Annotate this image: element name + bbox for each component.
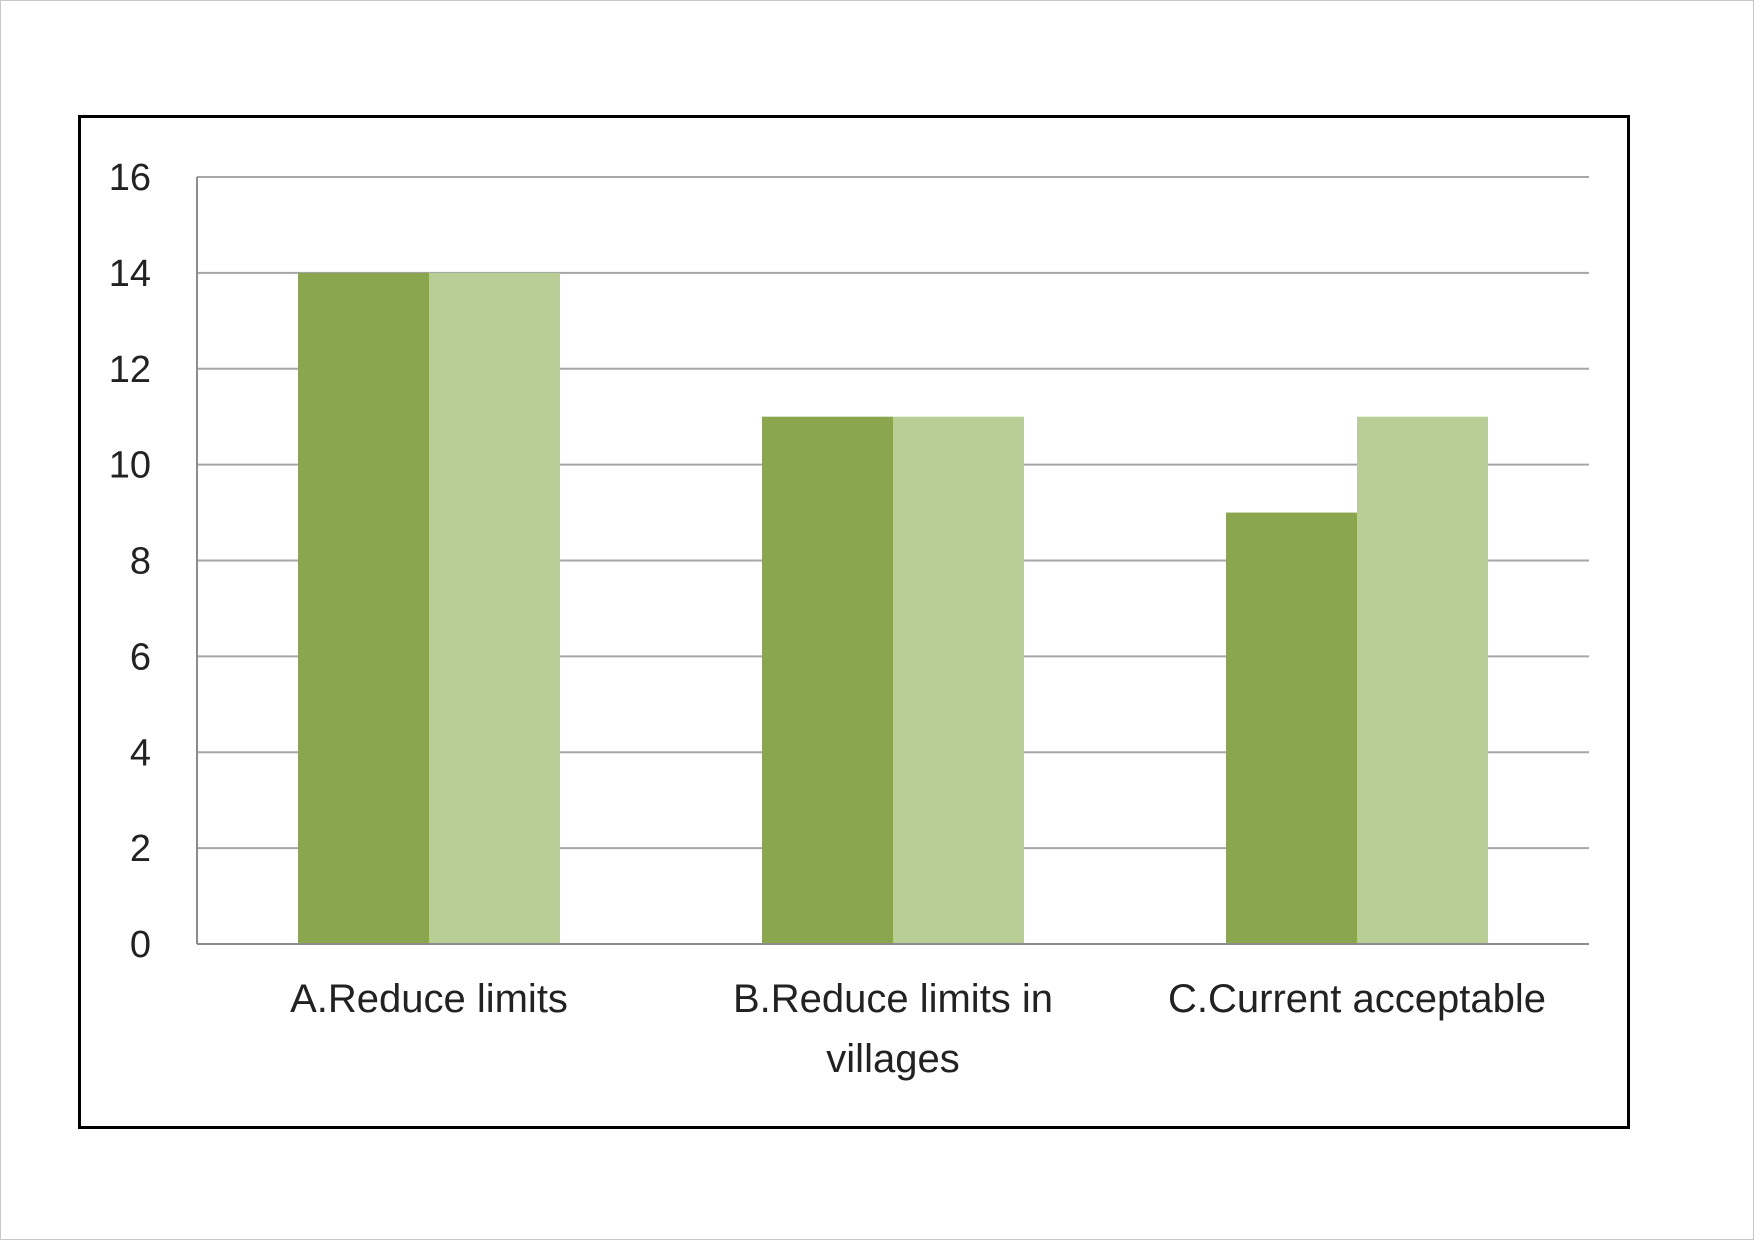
x-axis-category-labels: A.Reduce limits B.Reduce limits in village… bbox=[290, 977, 1546, 1081]
y-tick-label: 6 bbox=[130, 636, 151, 678]
chart-container: 0 2 4 6 8 10 12 14 16 A.Reduce limits B.Reduce li… bbox=[78, 115, 1630, 1129]
bar-series2-cat3 bbox=[1357, 416, 1488, 944]
y-tick-label: 4 bbox=[130, 732, 151, 774]
x-category-label: B.Reduce limits in bbox=[733, 977, 1053, 1021]
y-tick-label: 14 bbox=[109, 253, 151, 295]
x-category-label: villages bbox=[826, 1037, 959, 1081]
y-tick-label: 12 bbox=[109, 349, 151, 391]
bars bbox=[298, 272, 1488, 944]
x-category-label: A.Reduce limits bbox=[290, 977, 568, 1021]
y-axis-tick-labels: 0 2 4 6 8 10 12 14 16 bbox=[109, 157, 151, 966]
bar-series1-cat3 bbox=[1226, 512, 1357, 944]
y-tick-label: 10 bbox=[109, 445, 151, 487]
y-tick-label: 2 bbox=[130, 828, 151, 870]
axes bbox=[196, 177, 1589, 945]
bar-series1-cat2 bbox=[762, 416, 893, 944]
bar-series2-cat2 bbox=[893, 416, 1024, 944]
y-tick-label: 8 bbox=[130, 541, 151, 583]
y-tick-label: 0 bbox=[130, 924, 151, 966]
bar-chart: 0 2 4 6 8 10 12 14 16 A.Reduce limits B.Reduce li… bbox=[109, 157, 1589, 1081]
bar-series1-cat1 bbox=[298, 272, 429, 944]
y-tick-label: 16 bbox=[109, 157, 151, 199]
x-category-label: C.Current acceptable bbox=[1168, 977, 1546, 1021]
bar-series2-cat1 bbox=[429, 272, 560, 944]
